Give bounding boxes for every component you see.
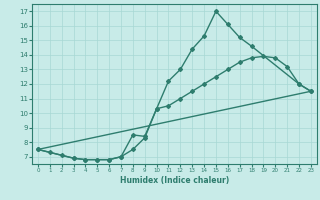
X-axis label: Humidex (Indice chaleur): Humidex (Indice chaleur)	[120, 176, 229, 185]
